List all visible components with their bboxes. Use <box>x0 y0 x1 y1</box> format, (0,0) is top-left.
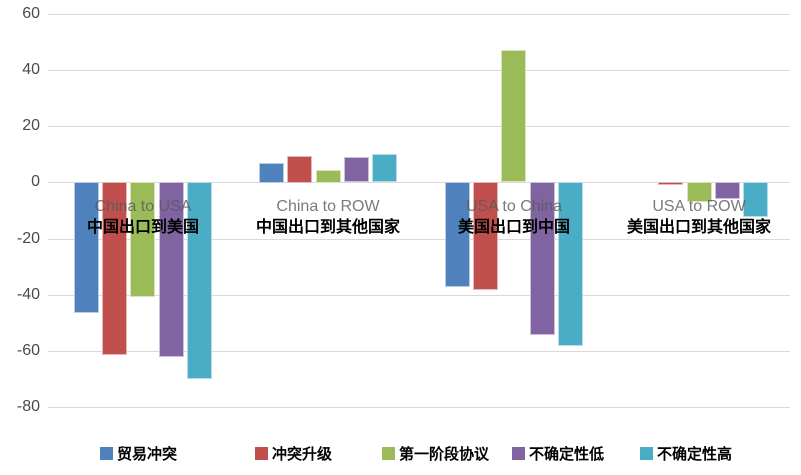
bar-usa-to-china-series-3 <box>501 50 526 182</box>
bar-usa-to-row-series-5 <box>743 182 768 217</box>
bar-china-to-usa-series-2 <box>102 182 127 355</box>
gridline-y--60 <box>48 351 790 352</box>
legend-swatch-icon <box>512 446 525 460</box>
gridline-y-0 <box>48 182 790 183</box>
legend-label: 不确定性高 <box>657 445 733 463</box>
bar-china-to-row-series-3 <box>316 170 341 183</box>
bar-china-to-row-series-1 <box>259 163 284 183</box>
plot-area <box>48 14 790 408</box>
legend-label: 贸易冲突 <box>117 445 178 463</box>
legend-label: 冲突升级 <box>272 445 333 463</box>
bar-china-to-usa-series-5 <box>187 182 212 379</box>
y-axis-tick-label: -80 <box>16 398 40 415</box>
legend-label: 第一阶段协议 <box>399 445 490 463</box>
legend-item-1: 贸易冲突 <box>100 443 177 463</box>
gridline-y-60 <box>48 14 790 15</box>
y-axis-tick-label: -40 <box>16 285 40 303</box>
chart-legend: 贸易冲突 冲突升级 第一阶段协议 不确定性低 不确定性高 <box>0 443 801 463</box>
y-axis-tick-label: 0 <box>31 173 40 191</box>
bar-usa-to-row-series-4 <box>715 182 740 199</box>
legend-item-2: 冲突升级 <box>255 443 332 463</box>
gridline-y--20 <box>48 239 790 240</box>
legend-swatch-icon <box>382 446 395 460</box>
y-axis-tick-label: -60 <box>16 341 40 359</box>
y-axis-tick-label: 20 <box>22 117 40 135</box>
y-axis-tick-label: 60 <box>22 5 40 22</box>
bar-china-to-usa-series-1 <box>74 182 99 313</box>
bar-china-to-row-series-5 <box>372 154 397 182</box>
gridline-y-40 <box>48 70 790 71</box>
y-axis-tick-label: 40 <box>22 61 40 79</box>
legend-swatch-icon <box>100 446 113 460</box>
legend-label: 不确定性低 <box>529 445 605 463</box>
legend-swatch-icon <box>255 446 268 460</box>
bar-china-to-row-series-2 <box>287 156 312 183</box>
bar-usa-to-china-series-4 <box>530 182 555 335</box>
legend-swatch-icon <box>640 446 653 460</box>
bar-usa-to-china-series-1 <box>445 182 470 287</box>
bar-usa-to-row-series-2 <box>658 182 683 185</box>
bar-usa-to-china-series-2 <box>473 182 498 290</box>
legend-item-4: 不确定性低 <box>512 443 604 463</box>
gridline-y--80 <box>48 407 790 408</box>
bar-usa-to-row-series-3 <box>687 182 712 202</box>
legend-item-5: 不确定性高 <box>640 443 732 463</box>
legend-item-3: 第一阶段协议 <box>382 443 489 463</box>
bar-usa-to-china-series-5 <box>558 182 583 346</box>
bar-china-to-usa-series-4 <box>159 182 184 357</box>
bar-china-to-row-series-4 <box>344 157 369 182</box>
bar-china-to-usa-series-3 <box>130 182 155 297</box>
gridline-y-20 <box>48 126 790 127</box>
gridline-y--40 <box>48 295 790 296</box>
y-axis-tick-label: -20 <box>16 229 40 247</box>
